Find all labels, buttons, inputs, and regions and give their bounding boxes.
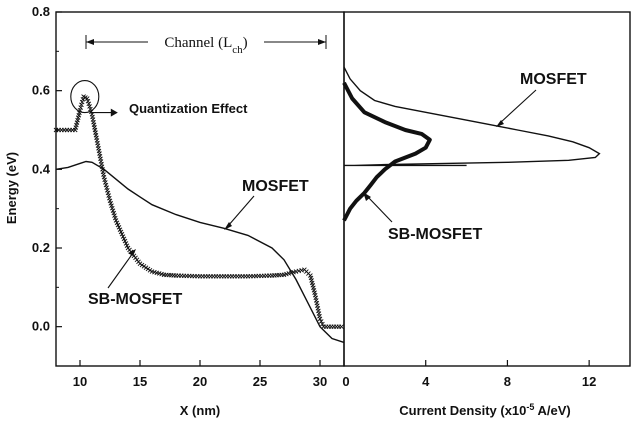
right-sb-label: SB-MOSFET <box>388 226 482 243</box>
left-sb-marker <box>317 316 323 322</box>
left-mosfet-arrowhead <box>224 222 232 230</box>
left-sb-marker <box>145 266 151 272</box>
right-mosfet-arrowhead <box>496 120 504 127</box>
left-sb-marker <box>141 264 147 269</box>
left-sb-marker <box>87 104 92 109</box>
left-sb-marker <box>296 268 302 274</box>
left-series <box>53 94 345 344</box>
right-xlabel: Current Density (x10-5 A/eV) <box>399 402 571 418</box>
channel-arrowhead-right <box>318 39 326 45</box>
left-ylabel: Energy (eV) <box>4 152 19 224</box>
quantization-label: Quantization Effect <box>129 101 248 116</box>
left-mosfet-label: MOSFET <box>242 178 309 195</box>
left-sb-marker <box>85 98 91 104</box>
channel-close-paren: ) <box>243 35 248 51</box>
left-mosfet-pointer <box>227 195 255 227</box>
right-xtick-label: 4 <box>422 374 430 389</box>
right-xtick-label: 8 <box>504 374 511 389</box>
left-ytick-label: 0.4 <box>32 161 51 176</box>
right-series <box>342 66 601 222</box>
left-sb-marker <box>339 324 344 329</box>
left-ytick-label: 0.6 <box>32 83 50 98</box>
left-sb-marker <box>147 267 153 273</box>
left-xtick-label: 15 <box>133 374 147 389</box>
right-mosfet-label: MOSFET <box>520 71 587 88</box>
right-sb-pointer <box>366 195 393 223</box>
left-sb-marker <box>139 262 145 268</box>
left-yticks: 0.8 0.6 0.4 0.2 0.0 <box>32 4 62 367</box>
left-ytick-label: 0.0 <box>32 319 50 334</box>
quantization-arrowhead <box>110 108 118 117</box>
right-sb-arrowhead <box>363 192 371 201</box>
right-panel: 0 4 8 12 MOSFET SB-MOSFET Current Density (… <box>342 11 631 418</box>
right-xtick-label: 0 <box>342 374 349 389</box>
right-plot-frame <box>343 11 631 367</box>
right-xticks: 0 4 8 12 <box>342 360 596 389</box>
left-sb-marker <box>320 321 325 327</box>
left-panel: 0.8 0.6 0.4 0.2 0.0 10 15 20 25 30 Channel (Lch)… <box>32 4 345 418</box>
left-xtick-label: 25 <box>253 374 267 389</box>
left-sb-marker <box>86 101 92 107</box>
left-sb-pointer <box>107 252 134 289</box>
left-xlabel: X (nm) <box>180 403 220 418</box>
channel-subscript: ch <box>232 44 243 56</box>
left-sb-marker <box>299 267 304 273</box>
left-xtick-label: 10 <box>73 374 87 389</box>
left-xtick-label: 20 <box>193 374 207 389</box>
left-sb-marker <box>143 265 149 270</box>
left-sb-marker <box>137 261 143 267</box>
left-sb-label: SB-MOSFET <box>88 291 182 308</box>
quantization-circle <box>70 80 100 114</box>
left-xticks: 10 15 20 25 30 <box>73 360 327 389</box>
channel-annotation: Channel (Lch) <box>164 35 247 56</box>
right-xlabel-text: Current Density (x10 <box>399 403 526 418</box>
right-sb-curve <box>342 81 432 222</box>
right-mosfet-pointer <box>499 89 537 124</box>
left-mosfet-curve <box>55 160 345 344</box>
left-sb-arrowhead <box>128 249 136 256</box>
right-mosfet-curve <box>343 66 601 167</box>
right-xtick-label: 12 <box>582 374 596 389</box>
channel-text: Channel (L <box>164 35 232 51</box>
right-xlabel-superscript: -5 <box>526 402 534 412</box>
left-xtick-label: 30 <box>313 374 327 389</box>
channel-arrowhead-left <box>86 39 94 45</box>
left-sb-marker <box>318 319 324 324</box>
left-ytick-label: 0.8 <box>32 4 50 19</box>
left-ytick-label: 0.2 <box>32 240 50 255</box>
left-sb-marker <box>84 96 90 101</box>
right-xlabel-unit: A/eV) <box>534 403 570 418</box>
